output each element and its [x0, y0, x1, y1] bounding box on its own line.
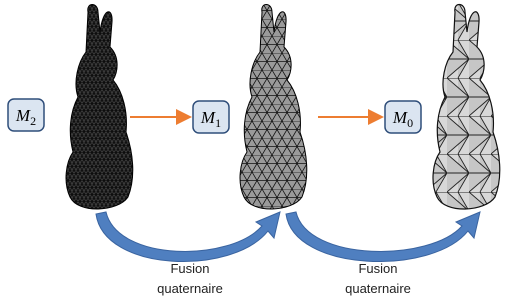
mesh-medium	[240, 5, 307, 210]
mesh-dense	[66, 5, 133, 210]
node: M0	[385, 101, 421, 133]
mesh-coarse	[433, 5, 500, 210]
node-label: M	[15, 106, 31, 125]
diagram: M2 M1 M0 Fusion quaternaire Fusion quate…	[0, 0, 509, 303]
edge-label: quaternaire	[157, 281, 223, 296]
edge-label: Fusion	[170, 261, 209, 276]
edge-label: quaternaire	[345, 281, 411, 296]
node-label: M	[392, 108, 408, 127]
node-subscript: 2	[30, 114, 36, 128]
node-subscript: 0	[407, 116, 413, 130]
node-subscript: 1	[215, 116, 221, 130]
node: M2	[8, 99, 44, 131]
curved-arrow	[286, 212, 480, 262]
curved-arrow	[96, 212, 280, 262]
node: M1	[193, 101, 229, 133]
node-label: M	[200, 108, 216, 127]
edge-label: Fusion	[358, 261, 397, 276]
